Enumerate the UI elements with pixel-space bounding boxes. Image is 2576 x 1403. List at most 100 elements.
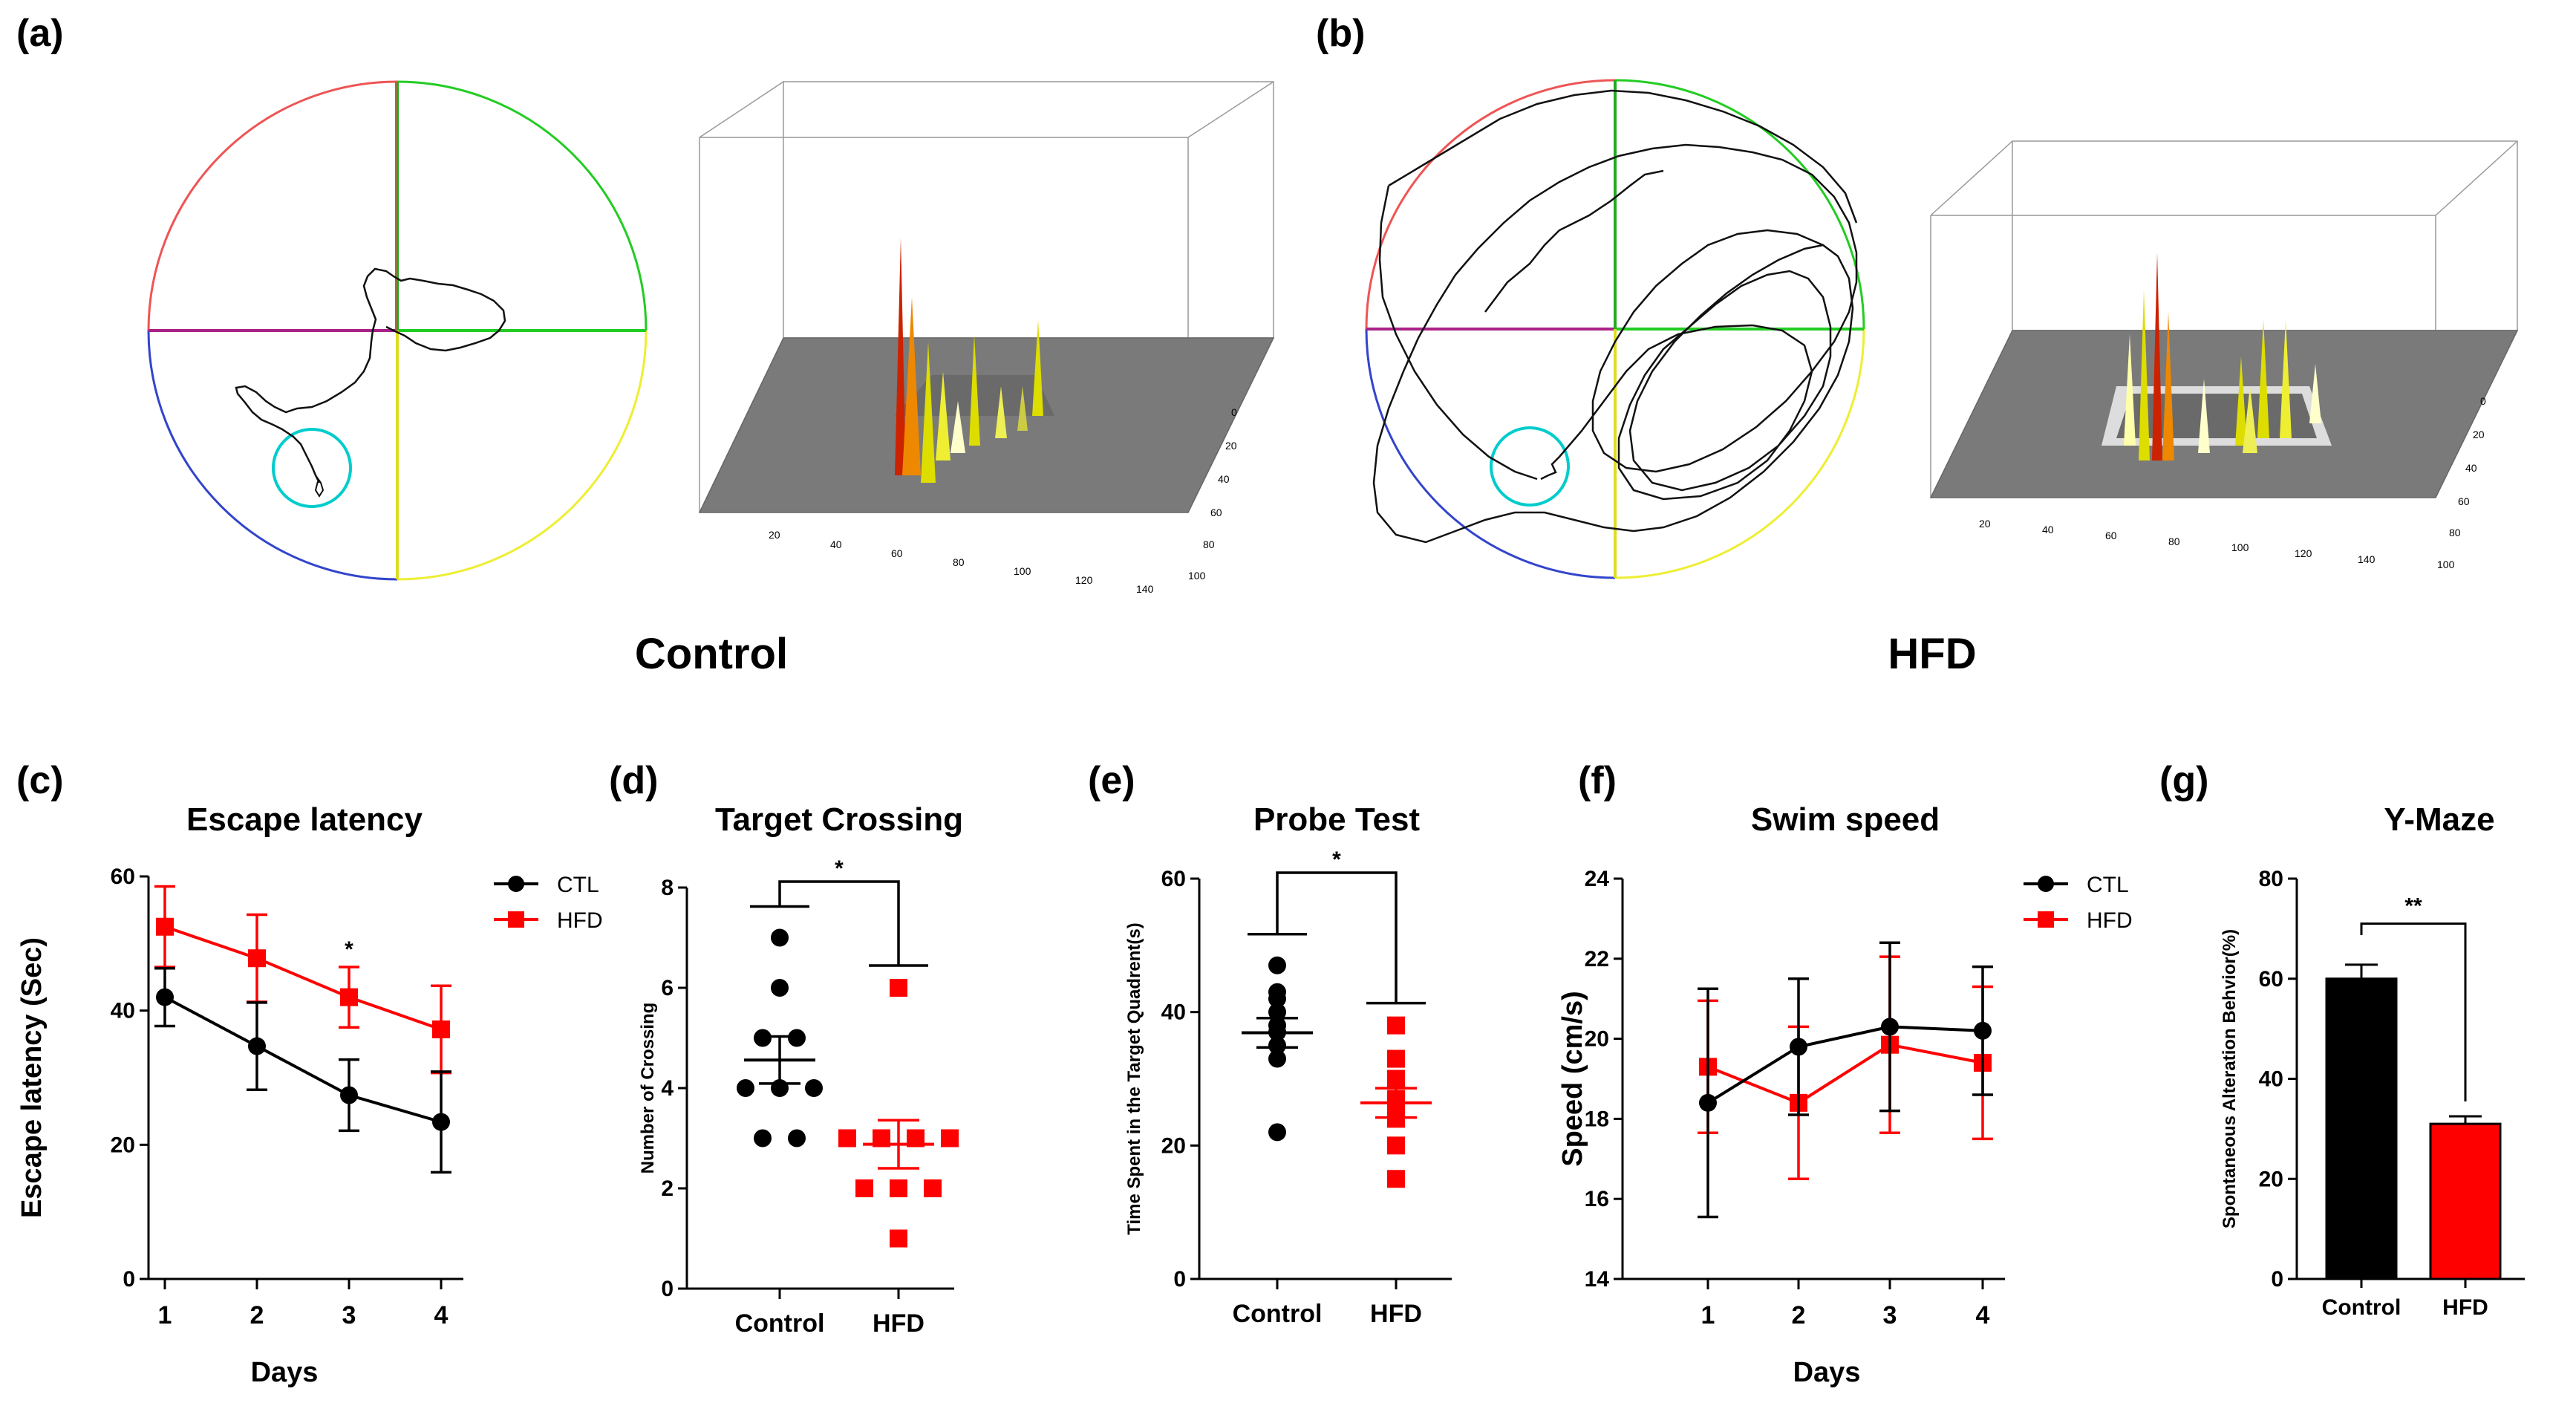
panel-label-g: (g) xyxy=(2159,759,2208,802)
point-e-control-2 xyxy=(1268,989,1286,1008)
x-tick-label-e-1: HFD xyxy=(1370,1300,1422,1328)
series-line-c-hfd xyxy=(164,925,442,1031)
series-line-f-ctl xyxy=(1706,1025,1983,1104)
point-e-hfd-0 xyxy=(1387,1016,1405,1035)
y-tick-label-e-0: 0 xyxy=(1173,1267,1186,1292)
escape-latency-chart: (c) Escape latency 0 20 40 60 Escape latency (… xyxy=(16,759,603,1388)
legend-label-c-ctl: CTL xyxy=(557,873,599,897)
point-c-ctl-3 xyxy=(432,1113,450,1131)
y-tick-label-f-4: 22 xyxy=(1585,947,1609,971)
y-tick-label-d-4: 8 xyxy=(661,876,674,900)
tick3d-hfd-y3: 40 xyxy=(2465,462,2477,474)
platform-circle xyxy=(272,428,352,508)
series-line-c-ctl xyxy=(164,995,442,1124)
significance-bracket-g xyxy=(2360,922,2467,1102)
y-tick-label-e-1: 20 xyxy=(1161,1133,1186,1158)
point-d-hfd-0 xyxy=(890,979,907,997)
y-tick-label-e-3: 60 xyxy=(1161,867,1186,891)
y-tick-label-g-1: 20 xyxy=(2259,1167,2283,1191)
tick3d-control-x6: 120 xyxy=(1075,574,1093,586)
panel-label-f: (f) xyxy=(1578,759,1617,802)
tick3d-control-y4: 60 xyxy=(1210,507,1222,518)
point-d-control-0 xyxy=(771,928,789,947)
point-d-hfd-7 xyxy=(890,1229,907,1248)
x-axis-label-c: Days xyxy=(251,1357,319,1388)
point-d-control-7 xyxy=(788,1129,806,1148)
point-d-control-6 xyxy=(754,1129,772,1148)
y-axis-label-f: Speed (cm/s) xyxy=(1557,991,1588,1167)
x-axis-label-f: Days xyxy=(1793,1357,1861,1388)
y-tick-label-d-0: 0 xyxy=(661,1277,674,1301)
tick3d-control-y3: 40 xyxy=(1218,473,1230,485)
y-tick-label-f-5: 24 xyxy=(1585,867,1610,891)
point-d-hfd-6 xyxy=(924,1179,942,1197)
y-tick-label-f-2: 18 xyxy=(1585,1107,1609,1131)
tick3d-hfd-y5: 80 xyxy=(2449,527,2461,538)
point-e-control-3 xyxy=(1268,1003,1286,1021)
significance-bracket-d xyxy=(778,880,900,966)
point-c-ctl-1 xyxy=(248,1037,266,1055)
y-tick-label-g-0: 0 xyxy=(2271,1267,2283,1292)
significance-bracket-e xyxy=(1276,871,1398,1003)
probe-test-chart: (e) Probe Test 0 20 40 60 Time Spent in the Ta… xyxy=(1088,759,1452,1328)
point-e-control-8 xyxy=(1268,1123,1286,1142)
tick3d-hfd-y2: 20 xyxy=(2473,429,2485,440)
point-c-hfd-2 xyxy=(340,988,358,1006)
legend-marker-c-hfd xyxy=(508,911,524,928)
tick3d-control-x5: 100 xyxy=(1014,565,1031,577)
point-f-ctl-1 xyxy=(1790,1038,1807,1056)
y-axis-label-g: Spontaneous Alteration Behvior(%) xyxy=(2220,929,2240,1228)
point-e-hfd-1 xyxy=(1387,1049,1405,1068)
hfd-3d-peaks xyxy=(2124,253,2321,460)
point-d-hfd-5 xyxy=(890,1179,907,1197)
control-track-plot xyxy=(147,80,648,581)
y-axis-label-c: Escape latency (Sec) xyxy=(16,937,48,1218)
point-d-hfd-1 xyxy=(838,1129,856,1148)
y-tick-label-f-1: 16 xyxy=(1585,1187,1609,1211)
target-crossing-chart: (d) Target Crossing 0 2 4 6 8 Number of Crossin… xyxy=(609,759,963,1338)
y-tick-label-d-1: 2 xyxy=(661,1176,674,1201)
y-axis-label-e: Time Spent in the Target Quadrent(s) xyxy=(1124,922,1144,1235)
bar-g-control xyxy=(2325,977,2398,1280)
hfd-platform-circle xyxy=(1490,426,1570,507)
significance-label-g: ** xyxy=(2404,894,2422,919)
panel-label-c: (c) xyxy=(16,759,64,802)
tick3d-hfd-x6: 120 xyxy=(2295,547,2312,559)
tick3d-control-y2: 20 xyxy=(1225,440,1237,452)
hfd-3d-axis-labels: 20 40 60 80 100 120 140 0 20 40 60 80 10… xyxy=(1979,395,2486,570)
y-tick-label-g-3: 60 xyxy=(2259,967,2283,992)
point-e-hfd-2 xyxy=(1387,1070,1405,1088)
panel-label-a: (a) xyxy=(16,12,64,55)
tick3d-hfd-x3: 60 xyxy=(2105,530,2117,541)
legend-label-f-hfd: HFD xyxy=(2087,908,2133,933)
y-tick-label-e-2: 40 xyxy=(1161,1000,1186,1025)
legend-marker-f-hfd xyxy=(2038,911,2054,928)
point-c-hfd-0 xyxy=(156,917,174,936)
tick3d-control-x2: 40 xyxy=(830,538,842,550)
tick3d-hfd-x7: 140 xyxy=(2358,553,2376,565)
x-tick-label-c-3: 4 xyxy=(434,1301,449,1329)
chart-title-d: Target Crossing xyxy=(715,801,963,838)
x-tick-label-d-1: HFD xyxy=(873,1309,925,1338)
tick3d-control-x3: 60 xyxy=(891,547,903,559)
point-d-control-2 xyxy=(754,1029,772,1047)
x-tick-label-f-3: 4 xyxy=(1976,1301,1990,1329)
x-tick-label-e-0: Control xyxy=(1233,1300,1323,1328)
control-3d-heatmap xyxy=(698,81,1275,513)
significance-label-d: * xyxy=(835,856,844,881)
bar-g-hfd xyxy=(2429,1122,2502,1280)
panel-label-b: (b) xyxy=(1316,12,1365,55)
group-label-hfd: HFD xyxy=(1888,630,1976,678)
tick3d-hfd-x5: 100 xyxy=(2231,541,2249,553)
annotation-c-0: * xyxy=(345,937,353,962)
tick3d-hfd-x1: 20 xyxy=(1979,518,1991,530)
tick3d-control-y1: 0 xyxy=(1231,406,1237,418)
tick3d-control-y5: 80 xyxy=(1203,538,1215,550)
point-d-hfd-4 xyxy=(855,1179,873,1197)
tick3d-control-y6: 100 xyxy=(1188,570,1206,582)
significance-label-e: * xyxy=(1332,847,1341,872)
y-tick-label-f-3: 20 xyxy=(1585,1027,1609,1052)
tick3d-hfd-y4: 60 xyxy=(2458,495,2470,507)
legend-label-f-ctl: CTL xyxy=(2087,873,2129,897)
point-c-hfd-3 xyxy=(432,1020,450,1038)
